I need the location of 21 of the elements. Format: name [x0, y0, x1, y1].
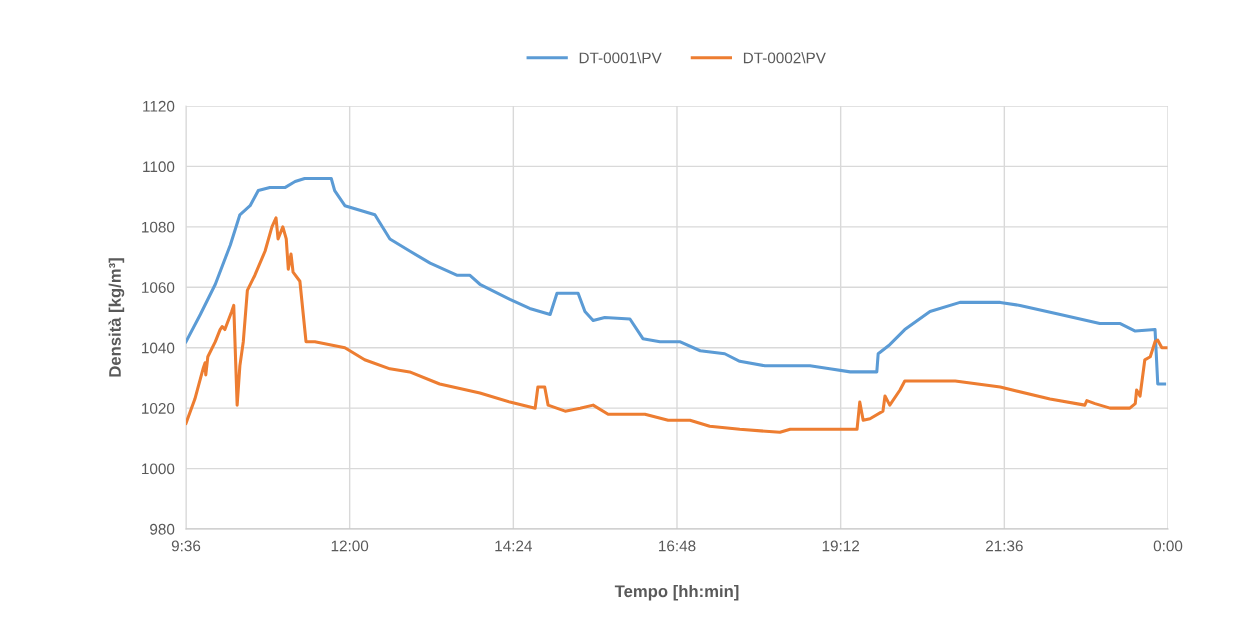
legend-label: DT-0001\PV: [579, 52, 662, 64]
y-tick-label: 1120: [143, 100, 175, 112]
y-tick-label: 1040: [142, 342, 175, 354]
y-tick-label: 1060: [142, 282, 175, 293]
y-tick-label: 1020: [142, 403, 175, 414]
x-tick-label: 16:48: [659, 540, 696, 552]
y-tick-label: 1080: [142, 221, 175, 233]
y-axis-title: Densità [kg/m³]: [108, 258, 125, 377]
x-axis-title: Tempo [hh:min]: [614, 584, 739, 601]
y-tick-label: 1000: [142, 463, 175, 475]
x-tick-label: 0:00: [1153, 540, 1183, 552]
y-tick-label: 1100: [143, 161, 175, 173]
x-tick-label: 19:12: [822, 540, 860, 552]
x-tick-label: 14:24: [495, 540, 532, 552]
x-tick-label: 21:36: [985, 540, 1023, 552]
x-tick-label: 9:36: [171, 540, 201, 552]
x-tick-label: 12:00: [331, 540, 369, 552]
legend-label: DT-0002\PV: [743, 52, 826, 64]
y-tick-label: 980: [150, 523, 175, 535]
line-series: [186, 176, 1167, 386]
line-series: [186, 216, 1168, 434]
